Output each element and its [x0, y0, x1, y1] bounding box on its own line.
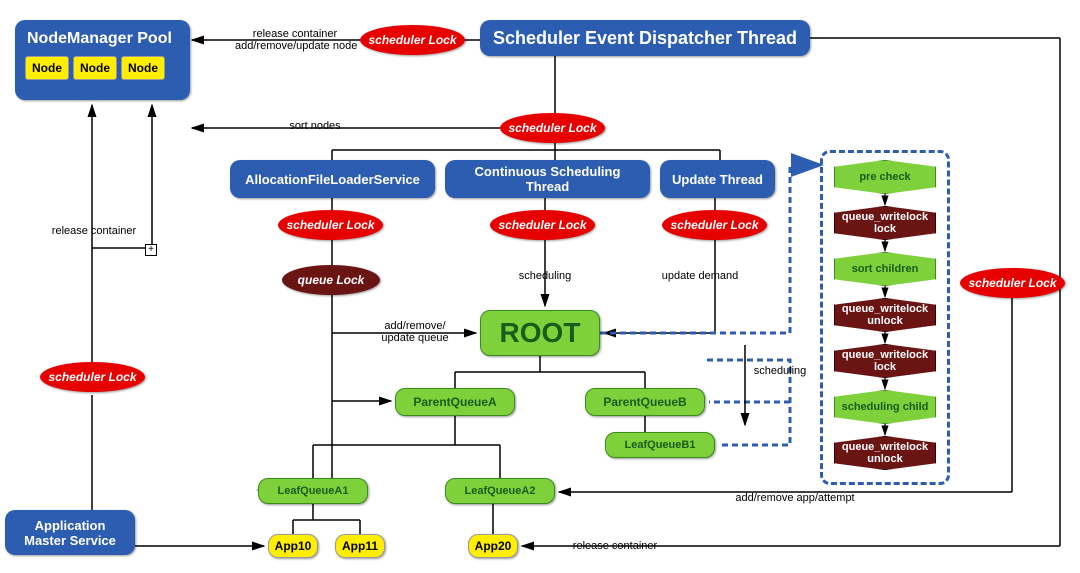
application-master-service-box: Application Master Service	[5, 510, 135, 555]
step-precheck: pre check	[834, 160, 936, 194]
node-box: Node	[73, 56, 117, 80]
label-sort-nodes: sort nodes	[275, 120, 355, 132]
label-scheduling2: scheduling	[750, 365, 810, 377]
app-box: App11	[335, 534, 385, 558]
label-add-remove-app: add/remove app/attempt	[720, 492, 870, 504]
nodemanager-pool-box: NodeManager Pool Node Node Node	[15, 20, 190, 100]
label-update-demand: update demand	[655, 270, 745, 282]
scheduler-lock-oval: scheduler Lock	[40, 362, 145, 392]
node-box: Node	[121, 56, 165, 80]
label-add-remove-queue: add/remove/ update queue	[370, 320, 460, 344]
step-writelock-lock2: queue_writelock lock	[834, 344, 936, 378]
leaf-queue-b1-box: LeafQueueB1	[605, 432, 715, 458]
continuous-scheduling-box: Continuous Scheduling Thread	[445, 160, 650, 198]
scheduler-lock-oval: scheduler Lock	[360, 25, 465, 55]
step-scheduling-child: scheduling child	[834, 390, 936, 424]
scheduler-lock-oval: scheduler Lock	[662, 210, 767, 240]
parent-queue-b-box: ParentQueueB	[585, 388, 705, 416]
update-thread-box: Update Thread	[660, 160, 775, 198]
scheduler-lock-oval: scheduler Lock	[278, 210, 383, 240]
nodemanager-pool-title: NodeManager Pool	[27, 30, 178, 48]
label-release-add-remove: release container add/remove/update node	[235, 28, 355, 52]
allocation-file-loader-box: AllocationFileLoaderService	[230, 160, 435, 198]
scheduler-lock-oval: scheduler Lock	[500, 113, 605, 143]
label-release-container-left: release container	[44, 225, 144, 237]
app-box: App20	[468, 534, 518, 558]
label-scheduling: scheduling	[510, 270, 580, 282]
leaf-queue-a2-box: LeafQueueA2	[445, 478, 555, 504]
label-release-container-right: release container	[560, 540, 670, 552]
step-writelock-lock: queue_writelock lock	[834, 206, 936, 240]
leaf-queue-a1-box: LeafQueueA1	[258, 478, 368, 504]
scheduler-lock-oval: scheduler Lock	[960, 268, 1065, 298]
step-writelock-unlock: queue_writelock unlock	[834, 298, 936, 332]
scheduler-dispatcher-box: Scheduler Event Dispatcher Thread	[480, 20, 810, 56]
app-box: App10	[268, 534, 318, 558]
scheduler-lock-oval: scheduler Lock	[490, 210, 595, 240]
parent-queue-a-box: ParentQueueA	[395, 388, 515, 416]
root-queue-box: ROOT	[480, 310, 600, 356]
plus-junction-icon: +	[145, 244, 157, 256]
step-sort-children: sort children	[834, 252, 936, 286]
queue-lock-oval: queue Lock	[282, 265, 380, 295]
node-box: Node	[25, 56, 69, 80]
step-writelock-unlock2: queue_writelock unlock	[834, 436, 936, 470]
